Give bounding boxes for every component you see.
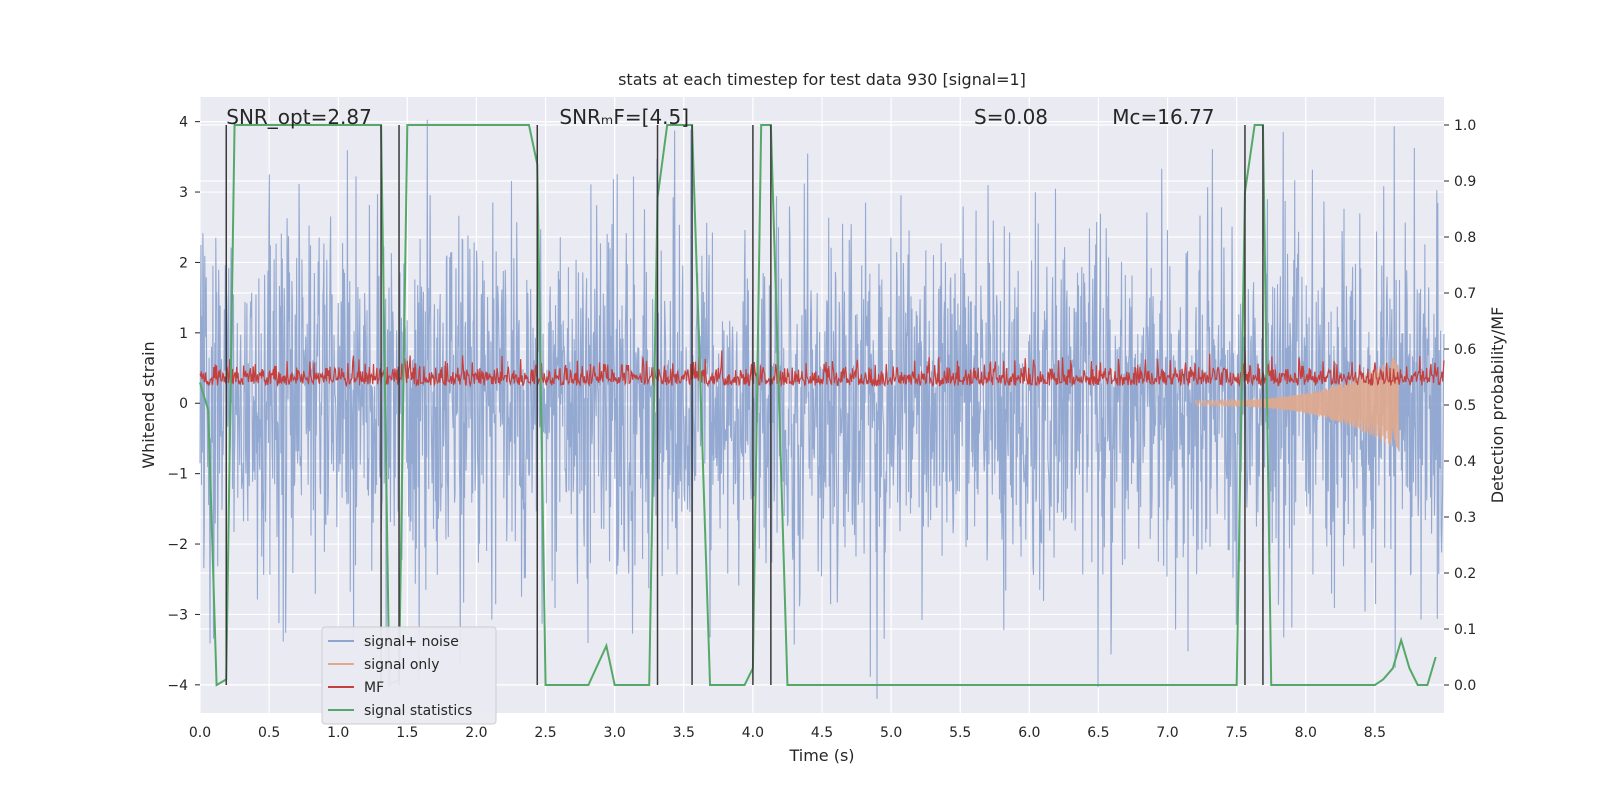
y-tick-label-left: 2 xyxy=(179,255,188,271)
x-tick-label: 1.5 xyxy=(396,725,418,741)
x-tick-label: 2.5 xyxy=(534,725,556,741)
x-tick-label: 8.0 xyxy=(1295,725,1317,741)
x-tick-label: 5.5 xyxy=(949,725,971,741)
x-axis-label: Time (s) xyxy=(788,746,854,765)
series-mf xyxy=(199,346,1445,388)
x-tick-label: 3.5 xyxy=(673,725,695,741)
vertical-markers xyxy=(225,125,1264,685)
x-tick-label: 1.0 xyxy=(327,725,349,741)
y-tick-label-right: 0.4 xyxy=(1454,454,1476,470)
legend-label: signal statistics xyxy=(364,703,472,719)
y-tick-label-right: 0.7 xyxy=(1454,286,1476,302)
legend-label: signal+ noise xyxy=(364,634,459,650)
axis-ticks: 0.0 0.5 1.0 1.5 2.0 2.5 3.0 3.5 4.0 4.5 5.0 5.5 6.0 6… xyxy=(167,115,1476,741)
y-tick-label-left: −3 xyxy=(167,607,188,623)
y-tick-label-right: 0.5 xyxy=(1454,398,1476,414)
x-tick-label: 6.5 xyxy=(1087,725,1109,741)
y-tick-label-left: −4 xyxy=(167,678,188,694)
annotation-mc-value: Mc=16.77 xyxy=(1112,105,1214,129)
x-tick-label: 4.0 xyxy=(742,725,764,741)
x-tick-label: 8.5 xyxy=(1364,725,1386,741)
y-axis-label-right: Detection probability/MF xyxy=(1488,307,1507,504)
x-tick-label: 2.0 xyxy=(465,725,487,741)
y-tick-label-right: 0.1 xyxy=(1454,622,1476,638)
x-tick-label: 3.0 xyxy=(604,725,626,741)
x-tick-label: 6.0 xyxy=(1018,725,1040,741)
y-tick-label-right: 0.2 xyxy=(1454,566,1476,582)
annotation-snr-opt: SNR_opt=2.87 xyxy=(226,105,372,129)
annotation-s-value: S=0.08 xyxy=(974,105,1048,129)
x-tick-label: 7.5 xyxy=(1226,725,1248,741)
y-tick-label-left: −1 xyxy=(167,467,188,483)
x-tick-label: 0.5 xyxy=(258,725,280,741)
y-tick-label-right: 1.0 xyxy=(1454,118,1476,134)
x-tick-label: 7.0 xyxy=(1156,725,1178,741)
y-tick-label-left: 3 xyxy=(179,185,188,201)
y-tick-label-right: 0.8 xyxy=(1454,230,1476,246)
legend: signal+ noise signal only MF signal statist… xyxy=(321,626,497,725)
y-tick-label-left: 1 xyxy=(179,326,188,342)
y-tick-label-left: 0 xyxy=(179,396,188,412)
x-tick-label: 5.0 xyxy=(880,725,902,741)
y-axis-label-left: Whitened strain xyxy=(139,341,158,468)
y-tick-label-left: 4 xyxy=(179,115,188,131)
annotation-snr-mf: SNRₘF=[4.5] xyxy=(559,105,689,129)
series-signal-only xyxy=(1194,358,1399,450)
legend-label: signal only xyxy=(364,657,439,673)
y-tick-label-right: 0.9 xyxy=(1454,174,1476,190)
chart-title: stats at each timestep for test data 930… xyxy=(618,70,1026,89)
y-tick-label-right: 0.3 xyxy=(1454,510,1476,526)
y-tick-label-right: 0.0 xyxy=(1454,678,1476,694)
y-tick-label-right: 0.6 xyxy=(1454,342,1476,358)
x-tick-label: 4.5 xyxy=(811,725,833,741)
legend-label: MF xyxy=(364,680,384,696)
legend-box xyxy=(321,626,497,725)
annotations: SNR_opt=2.87 SNRₘF=[4.5] S=0.08 Mc=16.77 xyxy=(226,105,1214,129)
x-tick-label: 0.0 xyxy=(189,725,211,741)
y-tick-label-left: −2 xyxy=(167,537,188,553)
